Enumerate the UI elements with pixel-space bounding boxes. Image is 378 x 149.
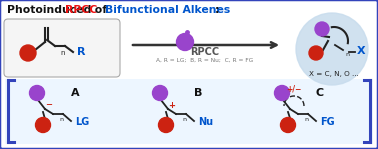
Bar (3, 2, 375, 19)
Text: X: X (357, 46, 366, 56)
Circle shape (315, 22, 329, 36)
Text: of: of (91, 5, 111, 15)
Text: C: C (316, 88, 324, 98)
Bar (5, 79, 373, 144)
Text: X = C, N, O ...: X = C, N, O ... (309, 71, 359, 77)
Text: A, R = LG;  B, R = Nu;  C, R = FG: A, R = LG; B, R = Nu; C, R = FG (156, 58, 254, 62)
Text: FG: FG (320, 117, 335, 127)
Circle shape (280, 118, 296, 132)
Circle shape (309, 46, 323, 60)
Text: RPCC: RPCC (191, 47, 220, 57)
Text: n: n (182, 117, 186, 122)
Text: n: n (61, 50, 65, 56)
Circle shape (152, 86, 167, 100)
Text: Bifunctional Alkenes: Bifunctional Alkenes (105, 5, 230, 15)
Text: Photoinduced: Photoinduced (7, 5, 95, 15)
Circle shape (296, 13, 368, 85)
Circle shape (274, 86, 290, 100)
Text: RPCC: RPCC (65, 5, 98, 15)
Text: B: B (194, 88, 202, 98)
Text: A: A (71, 88, 79, 98)
Circle shape (20, 45, 36, 61)
Text: +: + (169, 100, 175, 110)
Text: Nu: Nu (198, 117, 213, 127)
Text: R: R (77, 47, 85, 57)
Circle shape (29, 86, 45, 100)
Circle shape (158, 118, 174, 132)
FancyBboxPatch shape (4, 19, 120, 77)
Text: n: n (59, 117, 63, 122)
Text: :: : (215, 5, 220, 15)
Text: n: n (304, 117, 308, 122)
Text: +/−: +/− (286, 85, 302, 94)
Text: LG: LG (75, 117, 89, 127)
Circle shape (177, 34, 194, 51)
Text: −: − (45, 100, 53, 110)
Text: n: n (345, 52, 349, 57)
Circle shape (36, 118, 51, 132)
